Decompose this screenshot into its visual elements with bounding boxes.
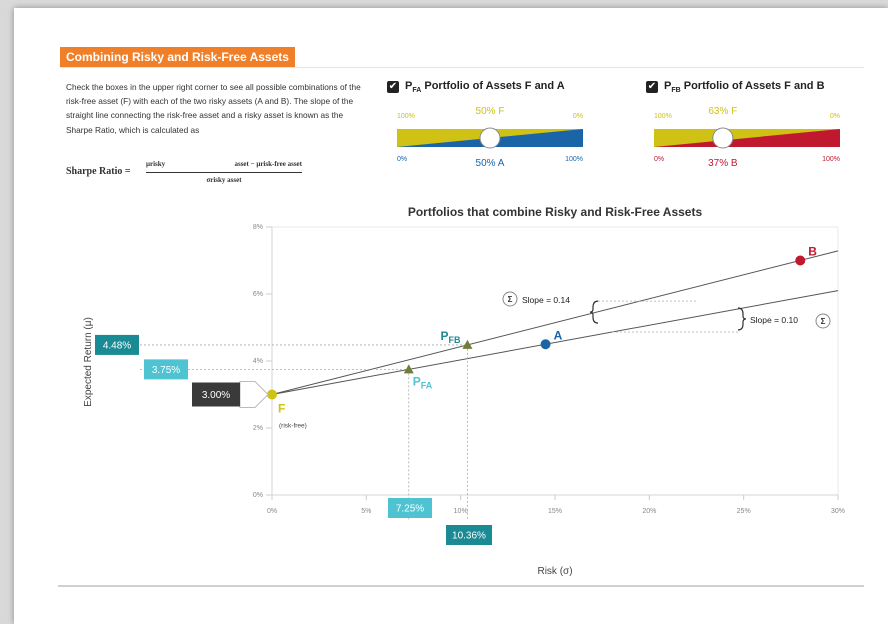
rf-readout-box: [192, 382, 240, 407]
x-tick-label: 15%: [548, 508, 562, 515]
cal-line-1: [271, 250, 839, 395]
risk-readout-fb-box: [446, 525, 492, 545]
fa-slider-handle[interactable]: [479, 127, 501, 149]
portfolio-label-sub: FA: [421, 380, 433, 390]
fb-label-main: P: [664, 80, 672, 92]
asset-point-f[interactable]: [267, 389, 277, 400]
y-tick-label: 6%: [253, 291, 263, 298]
fb-checkbox-label[interactable]: PFB Portfolio of Assets F and B: [664, 80, 825, 94]
fa-slider-left-top: 100%: [397, 113, 415, 120]
fa-slider-right-top: 0%: [573, 113, 583, 120]
fb-slider-left-top: 100%: [654, 113, 672, 120]
slope-10-sigma-glyph: Σ: [821, 317, 826, 326]
return-readout-fa-text: 3.75%: [152, 365, 180, 376]
fb-checkbox[interactable]: ✔: [646, 81, 658, 93]
x-tick-label: 25%: [737, 508, 751, 515]
asset-label-a: A: [554, 328, 563, 342]
fb-slider-value-bottom: 37% B: [708, 158, 738, 169]
x-tick-label: 30%: [831, 508, 845, 515]
x-tick-label: 10%: [454, 508, 468, 515]
slope-14-sigma-glyph: Σ: [508, 295, 513, 304]
asset-sublabel-f: (risk-free): [279, 423, 307, 430]
fa-slider-value-bottom: 50% A: [476, 158, 505, 169]
chart-title: Portfolios that combine Risky and Risk-F…: [408, 205, 703, 219]
portfolio-label-fb: PFB: [440, 329, 461, 345]
risk-readout-fa-text: 7.25%: [396, 504, 424, 515]
x-tick-label: 20%: [642, 508, 656, 515]
formula-fraction-bar: [146, 172, 302, 173]
y-tick-label: 8%: [253, 224, 263, 231]
y-tick-label: 2%: [253, 425, 263, 432]
return-readout-fa-box: [144, 359, 188, 380]
fa-checkbox-label[interactable]: PFA Portfolio of Assets F and A: [405, 80, 565, 94]
asset-point-a[interactable]: [540, 339, 551, 350]
x-tick-label: 5%: [361, 508, 371, 515]
slope-10-label: Slope = 0.10: [750, 315, 798, 325]
asset-label-b: B: [808, 245, 817, 259]
y-tick-label: 0%: [253, 492, 263, 499]
section-title: Combining Risky and Risk-Free Assets: [60, 47, 295, 67]
fb-slider-fill: [654, 129, 840, 147]
rf-readout-pointer: [239, 381, 269, 408]
portfolio-label-main: P: [413, 374, 421, 388]
asset-point-b[interactable]: [795, 255, 806, 266]
fb-slider-left-bottom: 0%: [654, 156, 664, 163]
fa-label-sub: FA: [412, 87, 422, 95]
portfolio-marker-fb[interactable]: [462, 339, 473, 349]
y-tick-label: 4%: [253, 358, 263, 365]
y-axis-label: Expected Return (μ): [83, 317, 94, 407]
fb-slider-right-top: 0%: [830, 113, 840, 120]
return-readout-fb-box: [95, 334, 139, 355]
fb-label-rest: Portfolio of Assets F and B: [680, 80, 825, 92]
x-axis-label: Risk (σ): [537, 566, 572, 577]
fb-slider-handle[interactable]: [712, 127, 734, 149]
sharpe-ratio-label: Sharpe Ratio =: [66, 166, 131, 177]
fb-label-sub: FB: [671, 87, 681, 95]
portfolio-marker-fa[interactable]: [403, 364, 414, 374]
asset-label-f: F: [278, 402, 285, 416]
x-tick-label: 0%: [267, 508, 277, 515]
formula-numerator-right: asset − μrisk-free asset: [234, 160, 302, 168]
fa-label-main: P: [405, 80, 413, 92]
sharpe-ratio-formula: μrisky asset − μrisk-free asset σrisky a…: [146, 160, 302, 184]
return-readout-fb-text: 4.48%: [103, 340, 131, 351]
bottom-divider: [58, 585, 864, 587]
portfolio-label-main: P: [440, 329, 448, 343]
fa-label-rest: Portfolio of Assets F and A: [421, 80, 565, 92]
intro-text: Check the boxes in the upper right corne…: [66, 82, 361, 135]
risk-readout-fb-text: 10.36%: [452, 531, 486, 542]
slope-14-brace: [589, 300, 599, 324]
risk-readout-fa-box: [388, 498, 432, 518]
page-frame: [14, 8, 888, 624]
fa-checkbox[interactable]: ✔: [387, 81, 399, 93]
fa-slider-value-top: 50% F: [476, 106, 505, 117]
title-divider: [60, 67, 864, 68]
fa-slider-right-bottom: 100%: [565, 156, 583, 163]
formula-numerator-left: μrisky: [146, 160, 166, 168]
slope-14-sigma-icon[interactable]: [502, 291, 518, 307]
fb-slider-right-bottom: 100%: [822, 156, 840, 163]
formula-denominator: σrisky asset: [206, 176, 242, 184]
portfolio-label-sub: FB: [448, 335, 460, 345]
portfolio-label-fa: PFA: [413, 374, 433, 390]
slope-10-sigma-icon[interactable]: [815, 313, 831, 329]
cal-line-0: [271, 290, 839, 395]
slope-10-brace: [737, 307, 747, 331]
fa-slider-left-bottom: 0%: [397, 156, 407, 163]
rf-readout-text: 3.00%: [202, 390, 230, 401]
slope-14-label: Slope = 0.14: [522, 295, 570, 305]
fb-slider-value-top: 63% F: [708, 106, 737, 117]
